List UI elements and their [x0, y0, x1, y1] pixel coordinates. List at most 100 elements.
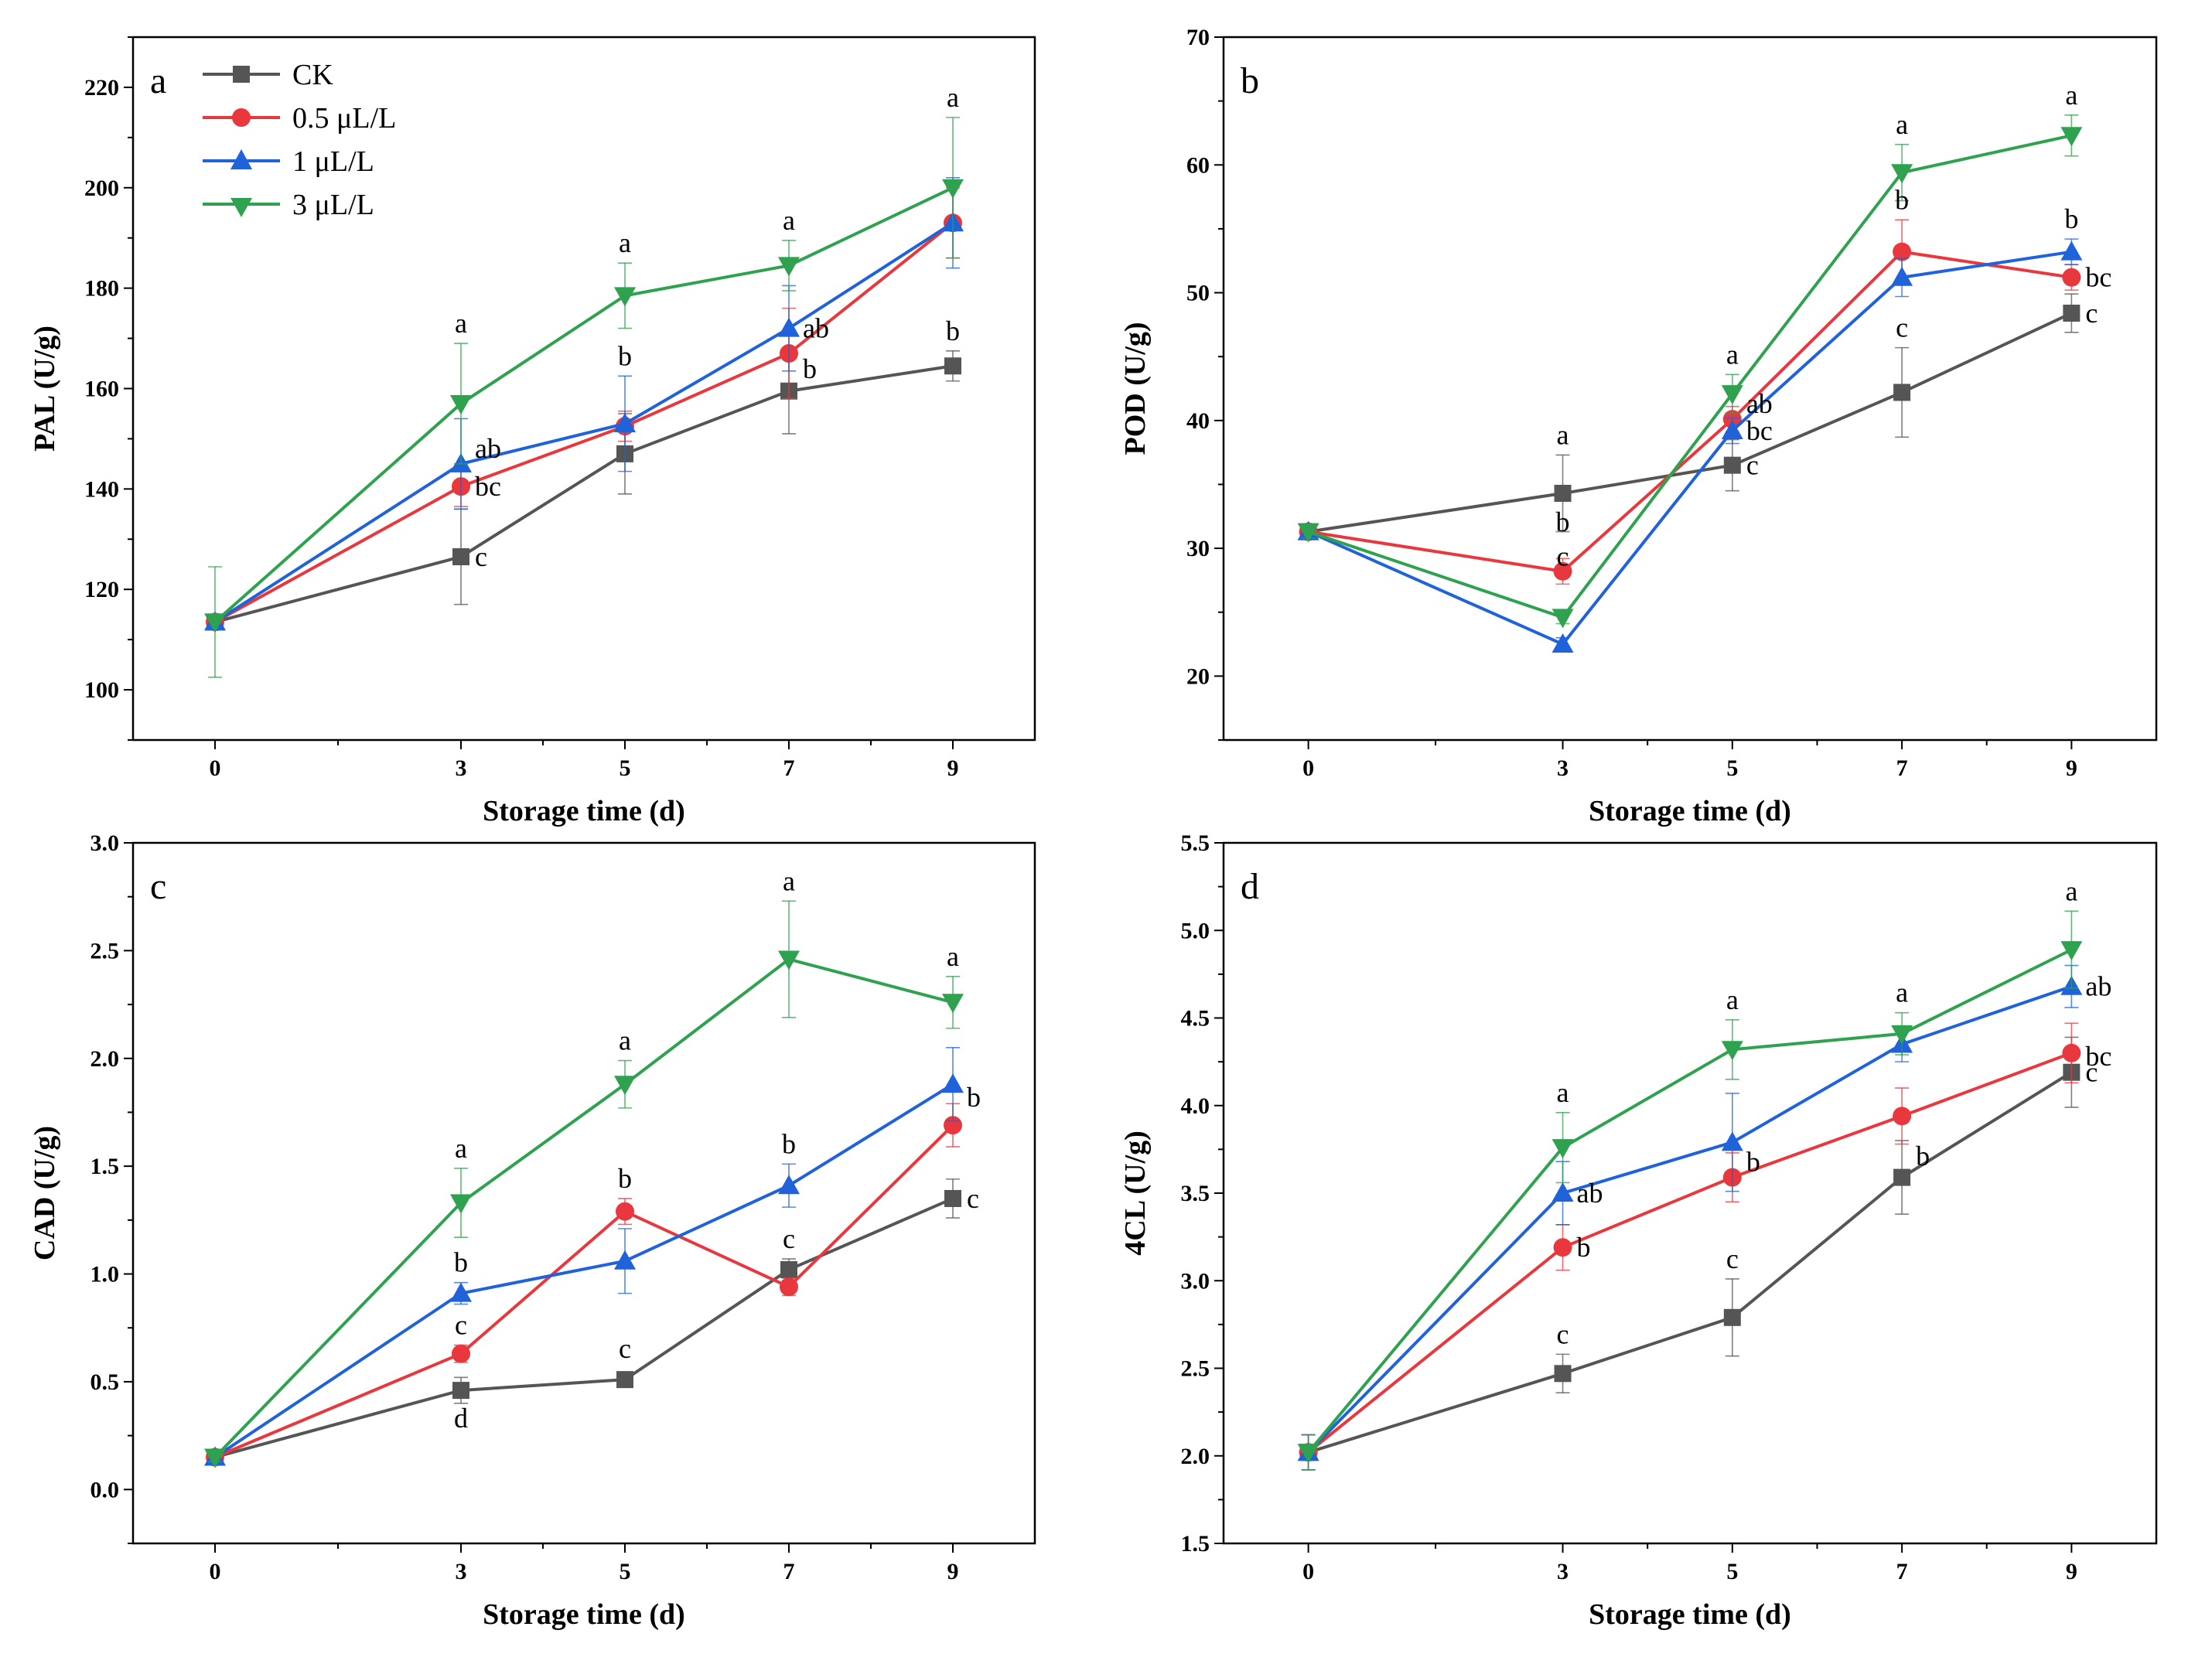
marker-circle	[616, 1202, 634, 1221]
significance-label: c	[1557, 541, 1569, 571]
x-axis-title: Storage time (d)	[1589, 1598, 1791, 1631]
series-line	[214, 1197, 954, 1459]
significance-label: b	[618, 340, 632, 371]
marker-square	[1893, 384, 1911, 401]
legend-marker-square	[233, 66, 250, 83]
x-tick-label: 7	[783, 755, 795, 781]
significance-label: c	[455, 1310, 467, 1341]
marker-circle	[2062, 268, 2081, 287]
marker-triangle-down	[942, 994, 964, 1014]
series-line	[213, 186, 954, 623]
marker-triangle-down	[614, 287, 636, 307]
series-line	[213, 1083, 954, 1459]
x-tick-label: 9	[2066, 1559, 2077, 1584]
significance-label: ab	[1746, 388, 1773, 419]
marker-square	[1723, 1308, 1741, 1326]
series-3	[204, 900, 964, 1468]
significance-label: ab	[2085, 971, 2111, 1002]
y-tick-label: 2.0	[1181, 1444, 1210, 1469]
legend: CK 0.5 μL/L 1 μL/L 3 μL/L	[203, 59, 396, 221]
significance-label: b	[782, 1128, 796, 1159]
series-2	[1297, 964, 2083, 1471]
marker-triangle-down	[1297, 523, 1319, 543]
marker-circle	[1893, 1107, 1912, 1126]
series-0	[207, 347, 961, 631]
significance-label: b	[1916, 1141, 1930, 1171]
significance-label: a	[2065, 875, 2077, 906]
significance-label: a	[1896, 977, 1908, 1008]
y-tick-label: 2.5	[90, 938, 120, 963]
y-tick-label: 1.5	[90, 1154, 120, 1179]
y-tick-label: 70	[1186, 25, 1210, 50]
y-tick-label: 1.5	[1181, 1531, 1210, 1557]
x-axis-title: Storage time (d)	[483, 795, 685, 827]
marker-triangle-up	[942, 1073, 964, 1093]
marker-triangle-down	[1891, 164, 1913, 184]
y-tick-label: 3.0	[1181, 1268, 1210, 1294]
marker-triangle-up	[1551, 1182, 1574, 1202]
significance-label: a	[1557, 419, 1569, 450]
marker-triangle-up	[1721, 420, 1743, 440]
significance-label: b	[1556, 506, 1570, 537]
significance-label: a	[783, 865, 795, 896]
y-tick-label: 5.5	[1181, 830, 1210, 856]
y-tick-label: 60	[1186, 152, 1210, 178]
y-tick-label: 2.5	[1181, 1356, 1210, 1382]
significance-label: c	[1746, 450, 1759, 481]
x-axis-title: Storage time (d)	[1589, 795, 1791, 827]
significance-label: ab	[1577, 1178, 1603, 1209]
marker-triangle-down	[2060, 127, 2083, 147]
significance-label: b	[1746, 1147, 1760, 1178]
x-tick-label: 5	[1726, 755, 1738, 781]
significance-label: a	[619, 227, 631, 258]
significance-label: a	[947, 82, 959, 113]
series-1	[1299, 219, 2081, 585]
y-tick-label: 1.0	[90, 1262, 120, 1287]
chart-panel-a: 100 120 140 160 180 200 220 0 3 5 7 9 Storage time (…	[29, 36, 1036, 827]
y-tick-label: 0.5	[90, 1369, 120, 1395]
x-tick-label: 0	[1302, 755, 1314, 781]
legend-entry-ck: CK	[203, 59, 333, 91]
marker-triangle-down	[204, 1448, 226, 1468]
marker-triangle-down	[778, 257, 800, 277]
marker-square	[1554, 1365, 1572, 1383]
marker-triangle-down	[1297, 1444, 1319, 1464]
y-tick-label: 2.0	[90, 1046, 120, 1072]
panel-label: c	[150, 866, 166, 907]
x-tick-label: 9	[2066, 755, 2077, 781]
significance-label: b	[454, 1247, 468, 1278]
marker-triangle-up	[614, 1250, 636, 1270]
significance-label: bc	[2085, 1041, 2111, 1072]
significance-label: c	[1896, 312, 1908, 343]
series-1	[206, 1103, 962, 1467]
significance-label: c	[1557, 1318, 1569, 1349]
series-line	[1307, 1051, 2073, 1454]
x-tick-label: 3	[456, 755, 467, 781]
series-line	[214, 364, 954, 624]
x-tick-label: 5	[1726, 1559, 1738, 1584]
significance-label: b	[946, 315, 960, 346]
marker-square	[452, 548, 469, 566]
significance-label: a	[1896, 109, 1908, 140]
marker-circle	[1893, 242, 1912, 261]
significance-label: b	[2064, 203, 2078, 234]
marker-triangle-down	[1551, 1139, 1574, 1159]
marker-square	[944, 1189, 961, 1207]
significance-label: c	[967, 1183, 979, 1214]
y-axis-title: POD (U/g)	[1119, 322, 1152, 455]
y-tick-label: 40	[1186, 408, 1210, 434]
significance-label: c	[783, 1223, 795, 1254]
marker-triangle-down	[1721, 385, 1743, 405]
significance-label: b	[1577, 1232, 1591, 1263]
marker-circle	[1553, 561, 1572, 581]
marker-square	[616, 1371, 633, 1389]
panel-label: a	[150, 60, 166, 101]
panel-label: d	[1241, 866, 1259, 907]
x-tick-label: 3	[1557, 1559, 1569, 1584]
legend-entry-3: 3 μL/L	[203, 189, 374, 221]
marker-circle	[1553, 1238, 1572, 1257]
legend-label-0-5: 0.5 μL/L	[292, 102, 396, 135]
x-tick-label: 7	[1896, 1559, 1908, 1584]
x-tick-label: 3	[1557, 755, 1569, 781]
marker-square	[1554, 485, 1572, 503]
